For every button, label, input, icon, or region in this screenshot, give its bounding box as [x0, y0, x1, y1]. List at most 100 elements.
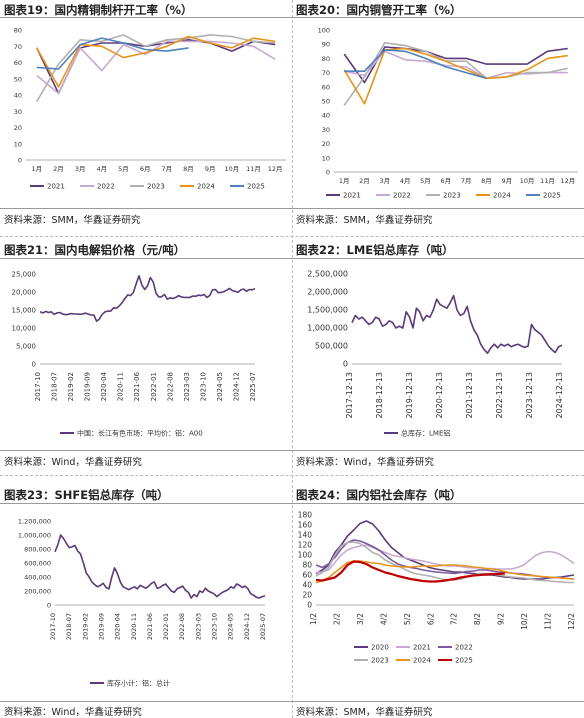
- y-tick-label: 1,000,000: [307, 324, 348, 333]
- y-tick-label: 100: [318, 27, 330, 35]
- x-tick-label: 5/2: [403, 613, 412, 625]
- x-tick-label: 2025-07: [249, 372, 257, 401]
- x-tick-label: 2/2: [332, 613, 341, 625]
- x-tick-label: 4月: [400, 177, 411, 185]
- x-tick-label: 2025-07: [259, 613, 267, 640]
- horizontal-separator: [0, 475, 584, 476]
- x-tick-label: 2023-03: [183, 372, 191, 401]
- y-tick-label: 25,000: [12, 271, 37, 279]
- x-tick-label: 2018-07: [51, 372, 59, 401]
- source-rule: [0, 701, 292, 702]
- x-tick-label: 3月: [75, 165, 86, 173]
- series-line-2021: [315, 544, 575, 574]
- x-tick-label: 2017-10: [34, 372, 42, 401]
- y-tick-label: 40: [14, 92, 22, 100]
- source-rule: [0, 450, 292, 451]
- y-tick-label: 600,000: [24, 560, 51, 568]
- y-tick-label: 10,000: [12, 325, 37, 333]
- x-tick-label: 2020-04: [114, 613, 122, 640]
- y-tick-label: 60: [302, 571, 312, 580]
- y-tick-label: 30: [14, 108, 22, 116]
- y-tick-label: 500,000: [315, 342, 348, 351]
- x-tick-label: 9月: [205, 165, 216, 173]
- y-tick-label: 180: [298, 511, 313, 520]
- y-tick-label: 140: [298, 531, 313, 540]
- chart-source: 资料来源：SMM，华鑫证券研究: [296, 707, 433, 718]
- y-tick-label: 15,000: [12, 307, 37, 315]
- y-tick-label: 0: [307, 601, 312, 610]
- series-line-2025: [36, 37, 189, 70]
- y-tick-label: 20,000: [12, 289, 37, 297]
- x-tick-label: 2019-09: [84, 372, 92, 401]
- x-tick-label: 2019-02: [67, 372, 75, 401]
- x-tick-label: 2月: [359, 177, 370, 185]
- y-tick-label: 30: [322, 126, 330, 134]
- x-tick-label: 12月: [560, 177, 575, 185]
- legend-label: 2023: [147, 183, 165, 191]
- series-line-2024: [343, 47, 568, 105]
- chart-svg: 0 200,000 400,000 600,000 800,000 1,000,000 1,…: [18, 518, 267, 688]
- y-tick-label: 2,000,000: [307, 288, 348, 297]
- legend-label: 2022: [97, 183, 115, 191]
- chart-panel-fig21: 图表21：国内电解铝价格（元/吨） 0 5,000 10,000 15,000 20,0…: [0, 236, 292, 475]
- y-tick-label: 10: [14, 140, 22, 148]
- y-tick-label: 100: [298, 551, 313, 560]
- series-line-2020: [315, 520, 575, 580]
- x-tick-label: 11月: [540, 177, 555, 185]
- y-tick-label: 20: [322, 140, 330, 148]
- x-tick-label: 2020-12-13: [435, 372, 444, 419]
- chart-source: 资料来源：Wind，华鑫证券研究: [4, 457, 142, 468]
- x-tick-label: 2017-10: [49, 613, 57, 640]
- x-tick-label: 10月: [520, 177, 535, 185]
- legend-label: 2024: [197, 183, 215, 191]
- chart-svg: 0 10 20 30 40 50 60 70 80 90 100 1月 2月 3月 4月 5月 6月 7月 8月 9月…: [318, 27, 578, 200]
- y-tick-label: 1,000,000: [18, 532, 51, 540]
- x-tick-label: 2020-11: [117, 372, 125, 401]
- y-tick-label: 40: [302, 581, 312, 590]
- chart-panel-fig24: 图表24：国内铝社会库存（吨） 0 20 40 60 80 100 120 140 160 180…: [292, 475, 584, 718]
- y-tick-label: 20: [302, 591, 312, 600]
- title-rule: [292, 258, 584, 259]
- x-tick-label: 2020-04: [100, 371, 108, 401]
- title-rule: [0, 503, 292, 504]
- x-tick-label: 4/2: [379, 613, 388, 625]
- y-tick-label: 60: [322, 83, 330, 91]
- x-tick-label: 7月: [461, 177, 472, 185]
- source-rule: [292, 208, 584, 209]
- y-tick-label: 50: [322, 98, 330, 106]
- x-tick-label: 2019-12-13: [405, 372, 414, 419]
- x-tick-label: 11/2: [544, 613, 553, 630]
- y-tick-label: 80: [322, 55, 330, 63]
- x-tick-label: 2020-11: [130, 613, 138, 640]
- y-tick-label: 400,000: [24, 574, 51, 582]
- x-tick-label: 10/2: [520, 613, 529, 630]
- x-tick-label: 12/2: [567, 613, 576, 630]
- y-tick-label: 200,000: [24, 588, 51, 596]
- x-tick-label: 5月: [118, 165, 129, 173]
- y-tick-label: 0: [47, 602, 51, 610]
- y-tick-label: 1,500,000: [307, 306, 348, 315]
- y-tick-label: 10: [322, 154, 330, 162]
- x-tick-label: 4月: [97, 165, 108, 173]
- x-tick-label: 6月: [441, 177, 452, 185]
- x-tick-label: 2024-12: [232, 372, 240, 401]
- y-tick-label: 160: [298, 521, 313, 530]
- series-line-2023: [36, 34, 276, 102]
- x-tick-label: 5月: [420, 177, 431, 185]
- title-rule: [0, 258, 292, 259]
- y-tick-label: 50: [14, 75, 22, 83]
- series-line-2022: [36, 40, 276, 95]
- x-tick-label: 10月: [224, 165, 239, 173]
- x-tick-label: 2021-06: [133, 371, 141, 401]
- y-tick-label: 90: [322, 41, 330, 49]
- y-tick-label: 0: [18, 157, 22, 165]
- legend-label: 2024: [413, 657, 431, 665]
- series-line-2025: [315, 560, 505, 583]
- series-line-A00: [39, 275, 256, 322]
- x-tick-label: 12月: [268, 165, 283, 173]
- series-line-LME: [351, 294, 563, 354]
- chart-title: 图表23：SHFE铝总库存（吨）: [4, 488, 169, 502]
- x-tick-label: 2022-12-13: [495, 372, 504, 419]
- x-tick-label: 2024-12-13: [555, 372, 564, 419]
